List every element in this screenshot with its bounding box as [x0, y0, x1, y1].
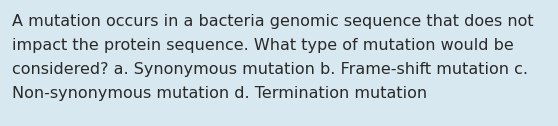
Text: impact the protein sequence. What type of mutation would be: impact the protein sequence. What type o…	[12, 38, 514, 53]
Text: Non-synonymous mutation d. Termination mutation: Non-synonymous mutation d. Termination m…	[12, 86, 427, 101]
Text: considered? a. Synonymous mutation b. Frame-shift mutation c.: considered? a. Synonymous mutation b. Fr…	[12, 62, 528, 77]
Text: A mutation occurs in a bacteria genomic sequence that does not: A mutation occurs in a bacteria genomic …	[12, 14, 533, 29]
